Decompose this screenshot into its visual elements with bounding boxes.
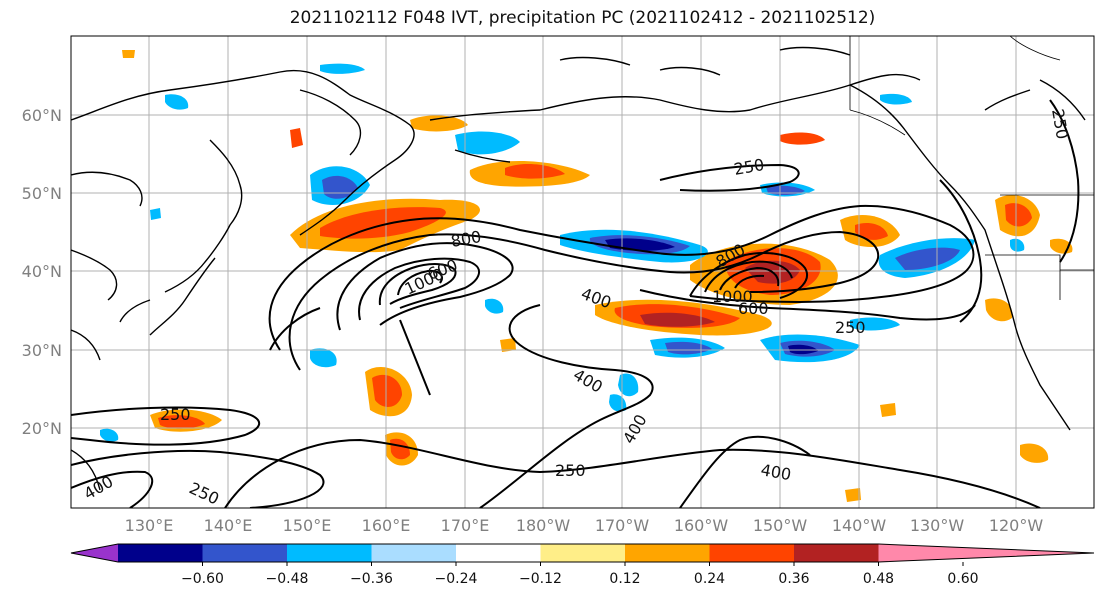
colorbar-swatch (540, 544, 626, 562)
longitude-labels: 130°E 140°E 150°E 160°E 170°E 180°W 170°… (125, 516, 1044, 535)
colorbar-swatch (794, 544, 879, 562)
contour-label: 1000 (712, 287, 753, 306)
lon-label: 160°W (674, 516, 729, 535)
lat-label: 40°N (22, 262, 62, 281)
lon-label: 160°E (362, 516, 411, 535)
colorbar-extend-low (71, 544, 118, 562)
colorbar-tick-label: −0.12 (519, 571, 562, 587)
colorbar-swatch (202, 544, 288, 562)
ivt-contours (71, 99, 1080, 508)
colorbar-swatch (287, 544, 372, 562)
colorbar-swatch (709, 544, 795, 562)
colorbar-tick-label: 0.60 (947, 571, 978, 587)
graticule (71, 36, 1094, 508)
colorbar-extend-high (878, 544, 1094, 562)
contour-label: 250 (835, 318, 866, 337)
colorbar-tick-label: −0.36 (350, 571, 393, 587)
lon-label: 120°W (989, 516, 1044, 535)
latitude-labels: 20°N 30°N 40°N 50°N 60°N (22, 106, 62, 438)
map-background (71, 36, 1094, 508)
lat-label: 20°N (22, 419, 62, 438)
colorbar-tick-label: 0.12 (609, 571, 640, 587)
lon-label: 150°W (753, 516, 808, 535)
lat-label: 60°N (22, 106, 62, 125)
contour-label: 600 (738, 299, 769, 318)
map-title: 2021102112 F048 IVT, precipitation PC (2… (289, 8, 876, 28)
plot-frame (70, 35, 1095, 509)
colorbar-tick-label: −0.24 (435, 571, 478, 587)
lat-label: 50°N (22, 184, 62, 203)
lon-label: 140°W (832, 516, 887, 535)
colorbar-swatch (371, 544, 457, 562)
colorbar-swatch (625, 544, 710, 562)
colorbar-tick-label: 0.36 (778, 571, 809, 587)
lon-label: 150°E (283, 516, 332, 535)
contour-label: 250 (160, 405, 191, 424)
lon-label: 130°E (125, 516, 174, 535)
contour-label: 250 (555, 461, 586, 480)
lat-label: 30°N (22, 341, 62, 360)
colorbar-tick-label: −0.48 (266, 571, 309, 587)
lon-label: 130°W (910, 516, 965, 535)
lon-label: 170°E (441, 516, 490, 535)
colorbar-tick-label: 0.24 (694, 571, 725, 587)
colorbar-swatch (118, 544, 203, 562)
lon-label: 180°W (516, 516, 571, 535)
colorbar-swatch (456, 544, 541, 562)
colorbar: −0.60 −0.48 −0.36 −0.24 −0.12 0.12 0.24 0.36 0.4… (70, 543, 1095, 587)
precip-negative-shading (100, 63, 1025, 442)
colorbar-tick-label: 0.48 (863, 571, 894, 587)
lon-label: 140°E (204, 516, 253, 535)
colorbar-outline (70, 543, 1095, 563)
colorbar-tick-label: −0.60 (181, 571, 224, 587)
lon-label: 170°W (595, 516, 650, 535)
